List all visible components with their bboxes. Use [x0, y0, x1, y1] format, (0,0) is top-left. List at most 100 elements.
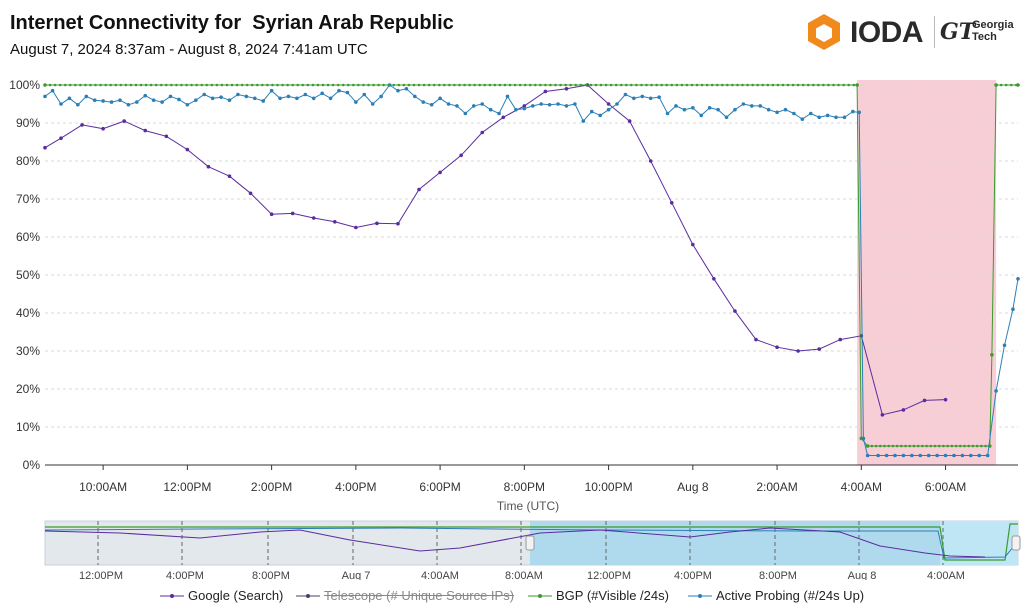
data-point-google [143, 128, 148, 133]
legend-label-telescope: Telescope (# Unique Source IPs) [324, 588, 515, 603]
data-point-bgp [159, 83, 163, 87]
data-point-bgp [715, 83, 719, 87]
data-point-probing [362, 92, 367, 97]
data-point-bgp [731, 83, 734, 87]
data-point-probing [606, 107, 611, 112]
data-point-bgp [761, 83, 765, 87]
x-tick-label: 6:00PM [419, 480, 460, 494]
data-point-bgp [362, 83, 365, 87]
navigator-tick-label: Aug 8 [848, 570, 877, 580]
data-point-probing [766, 107, 771, 112]
data-point-bgp [94, 83, 97, 87]
x-tick-label: 10:00PM [585, 480, 633, 494]
data-point-bgp [533, 83, 537, 87]
data-point-bgp [74, 83, 77, 87]
data-point-google [122, 119, 126, 123]
data-point-bgp [950, 444, 954, 448]
data-point-probing [977, 453, 982, 458]
data-point-bgp [891, 444, 895, 448]
data-point-probing [910, 453, 914, 458]
ioda-wordmark: IODA [850, 16, 924, 49]
data-point-google [943, 397, 948, 402]
data-point-bgp [925, 444, 928, 448]
data-point-probing [160, 100, 164, 104]
data-point-google [269, 212, 274, 216]
data-point-bgp [63, 83, 67, 87]
data-point-probing [707, 106, 712, 110]
data-point-bgp [1004, 83, 1008, 87]
data-point-google [796, 349, 800, 353]
data-point-bgp [422, 83, 426, 87]
data-point-bgp [746, 83, 749, 87]
data-point-google [733, 309, 737, 313]
x-tick-label: 6:00AM [925, 480, 966, 494]
data-point-bgp [751, 83, 754, 87]
data-point-bgp [640, 83, 643, 87]
data-point-bgp [478, 83, 481, 87]
connectivity-chart[interactable]: 0% 10% 20% 30% 40% 50% 60% 70% 80% 90% 100% 10:00A… [0, 0, 1024, 580]
data-point-probing [185, 102, 190, 107]
outage-band-layer [857, 80, 997, 465]
data-point-probing [135, 100, 139, 104]
data-point-probing [775, 110, 779, 115]
data-point-bgp [518, 83, 522, 87]
data-point-bgp [980, 444, 983, 448]
navigator-tick-label: 12:00PM [587, 570, 631, 580]
series-layer [43, 83, 1020, 458]
data-point-bgp [468, 83, 471, 87]
navigator-tick-label: Aug 7 [342, 570, 371, 580]
y-tick-label: 100% [9, 78, 40, 92]
data-point-bgp [967, 444, 971, 448]
data-point-bgp [900, 444, 903, 448]
data-point-bgp [806, 83, 810, 87]
data-point-bgp [539, 83, 542, 87]
data-point-bgp [866, 444, 869, 448]
data-point-bgp [250, 83, 254, 87]
data-point-bgp [357, 83, 360, 87]
y-tick-label: 40% [16, 306, 40, 320]
data-point-bgp [635, 83, 638, 87]
data-point-probing [598, 113, 602, 118]
data-point-bgp [139, 83, 143, 87]
data-point-bgp [549, 83, 552, 87]
data-point-bgp [367, 83, 370, 87]
time-navigator[interactable]: 12:00PM 4:00PM 8:00PM Aug 7 4:00AM 8:00AM 12:0… [44, 520, 1021, 580]
data-point-probing [716, 107, 720, 112]
data-point-bgp [660, 83, 663, 87]
navigator-left-handle[interactable] [525, 535, 535, 551]
x-axis-title: Time (UTC) [497, 499, 559, 513]
data-point-probing [252, 96, 257, 101]
data-point-bgp [129, 83, 133, 87]
ioda-gt-logo[interactable]: IODA GT Georgia Tech [804, 12, 1014, 52]
data-point-probing [865, 453, 870, 458]
data-point-bgp [402, 83, 406, 87]
data-point-probing [1002, 343, 1007, 348]
data-point-bgp [185, 83, 188, 87]
data-point-probing [354, 100, 358, 104]
data-point-bgp [705, 83, 709, 87]
data-point-probing [556, 102, 560, 106]
data-point-probing [514, 107, 518, 112]
data-point-probing [143, 93, 148, 98]
data-point-bgp [443, 83, 446, 87]
data-point-google [227, 174, 232, 178]
data-point-bgp [149, 83, 153, 87]
data-point-probing [278, 96, 282, 101]
series-line-bgp [45, 84, 1018, 447]
data-point-bgp [453, 83, 456, 87]
navigator-right-handle[interactable] [1011, 535, 1021, 551]
data-point-bgp [624, 83, 628, 87]
data-point-probing [295, 96, 299, 101]
data-point-bgp [331, 83, 335, 87]
data-point-bgp [984, 444, 987, 448]
data-point-bgp [79, 83, 82, 87]
y-tick-label: 10% [16, 420, 40, 434]
data-point-bgp [690, 83, 694, 87]
data-point-probing [244, 94, 249, 99]
data-point-probing [345, 90, 350, 95]
data-point-bgp [847, 83, 850, 87]
data-point-bgp [908, 444, 912, 448]
page-title: Internet Connectivity for Syrian Arab Re… [10, 12, 454, 34]
data-point-bgp [855, 83, 859, 87]
y-tick-label: 70% [16, 192, 40, 206]
